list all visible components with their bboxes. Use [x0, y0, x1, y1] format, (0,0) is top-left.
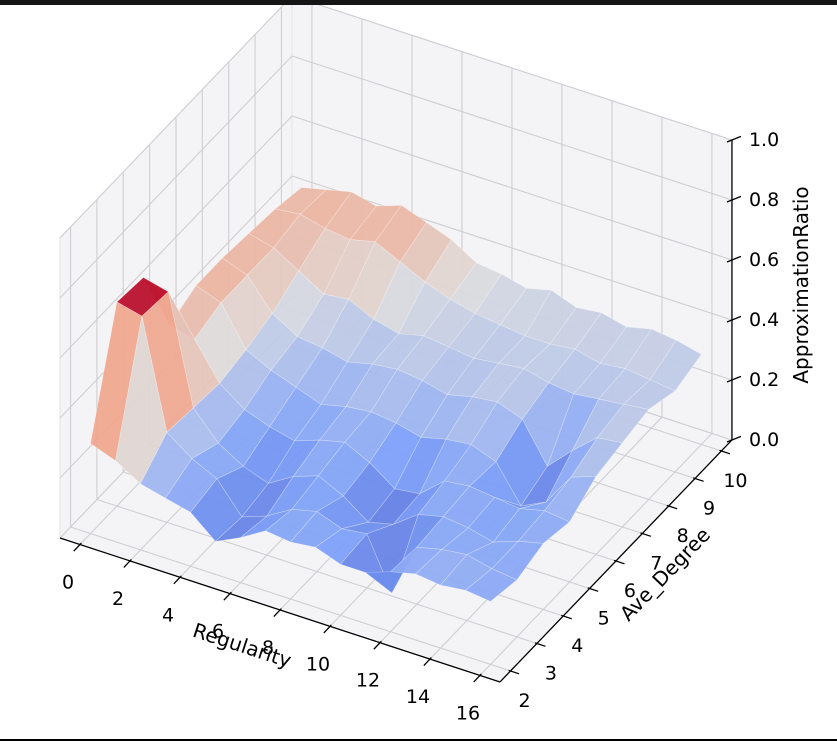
z-axis-label: ApproximationRatio	[789, 186, 813, 383]
window-top-bar	[0, 0, 837, 5]
z-tick-label: 0.4	[749, 309, 779, 331]
x-tick-label: 12	[356, 670, 380, 692]
y-tick-label: 3	[545, 662, 557, 684]
x-tick-label: 16	[456, 702, 480, 724]
surface-facet	[544, 476, 597, 523]
z-tick-label: 0.2	[749, 369, 779, 391]
x-tick-label: 6	[212, 621, 224, 643]
y-tick-label: 7	[650, 552, 662, 574]
surface-facet	[570, 437, 623, 478]
z-tick-label: 1.0	[749, 129, 779, 151]
tick-labels: 024681012141623456789100.00.20.40.60.81.…	[62, 129, 779, 724]
surface-facet	[623, 379, 676, 410]
x-axis-label: Regularity	[190, 618, 295, 673]
z-tick-label: 0.0	[749, 429, 779, 451]
surface-mesh	[90, 187, 702, 602]
x-tick-label: 0	[62, 572, 74, 594]
y-tick-label: 10	[723, 470, 747, 492]
y-tick-label: 8	[677, 525, 689, 547]
x-tick-label: 14	[406, 686, 430, 708]
surface-facet	[596, 403, 650, 444]
y-tick-label: 4	[571, 635, 583, 657]
z-tick-label: 0.8	[749, 189, 779, 211]
y-tick-label: 5	[598, 607, 610, 629]
x-tick-label: 4	[162, 604, 174, 626]
surface-facet	[517, 510, 571, 544]
z-tick-label: 0.6	[749, 249, 779, 271]
surface-facet	[464, 568, 518, 602]
surface-facet	[649, 339, 702, 392]
y-tick-label: 6	[624, 580, 636, 602]
y-tick-label: 9	[703, 497, 715, 519]
x-tick-label: 8	[262, 637, 274, 659]
tick-marks	[73, 135, 742, 683]
x-tick-label: 10	[306, 653, 330, 675]
window-bottom-border	[0, 739, 837, 741]
y-tick-label: 2	[518, 690, 530, 712]
x-tick-label: 2	[112, 588, 124, 610]
